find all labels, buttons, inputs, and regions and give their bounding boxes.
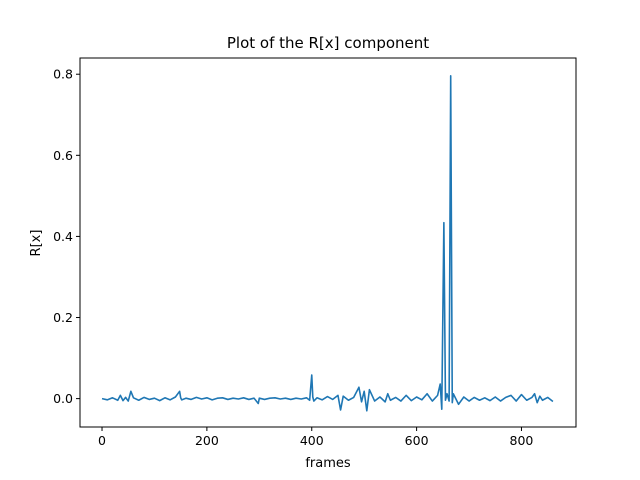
plot-area [101,75,554,412]
x-axis-title: frames [305,456,351,471]
x-tick-label: 0 [98,433,106,448]
y-tick-label: 0.8 [53,67,73,82]
x-tick-label: 600 [405,433,429,448]
y-axis-ticks: 0.0 0.2 0.4 0.6 0.8 [53,67,80,406]
y-tick-label: 0.6 [53,148,73,163]
axes-frame [79,57,577,428]
x-tick-label: 800 [510,433,534,448]
x-tick-label: 400 [300,433,324,448]
y-tick-label: 0.0 [53,391,73,406]
x-tick-label: 200 [195,433,219,448]
y-tick-label: 0.4 [53,229,73,244]
series-line [101,75,554,412]
y-tick-label: 0.2 [53,310,73,325]
x-axis-ticks: 0 200 400 600 800 [98,427,533,448]
chart-title: Plot of the R[x] component [227,34,429,52]
y-axis-title: R[x] [29,230,44,257]
